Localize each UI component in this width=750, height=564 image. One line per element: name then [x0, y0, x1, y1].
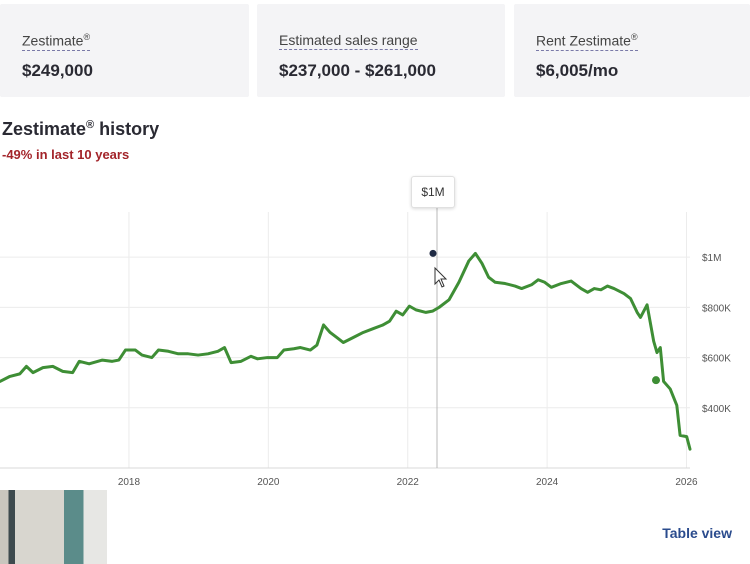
y-tick-label: $600K	[702, 354, 731, 365]
chart-title-text: Zestimate	[2, 119, 87, 139]
x-tick-label: 2022	[397, 477, 420, 488]
zestimate-card: Zestimate® $249,000	[0, 4, 249, 97]
x-tick-label: 2026	[675, 477, 698, 488]
summary-cards: Zestimate® $249,000 Estimated sales rang…	[0, 0, 750, 98]
table-view-link[interactable]: Table view	[662, 525, 732, 541]
chart-title: Zestimate® history	[2, 119, 159, 140]
value-tooltip: $1M	[411, 176, 455, 208]
mouse-cursor-icon	[434, 266, 448, 288]
sales-range-label[interactable]: Estimated sales range	[279, 32, 418, 50]
sales-range-value: $237,000 - $261,000	[279, 61, 436, 80]
chart-title-rest: history	[94, 119, 160, 139]
y-tick-label: $800K	[702, 303, 731, 314]
y-tick-label: $1M	[702, 253, 721, 264]
x-tick-label: 2024	[536, 477, 559, 488]
zestimate-value: $249,000	[22, 61, 93, 80]
sales-range-card: Estimated sales range $237,000 - $261,00…	[257, 4, 505, 97]
chart-title-sup: ®	[86, 119, 95, 131]
rent-zestimate-card: Rent Zestimate® $6,005/mo	[514, 4, 750, 97]
x-tick-label: 2020	[257, 477, 280, 488]
x-tick-label: 2018	[118, 477, 141, 488]
zestimate-label[interactable]: Zestimate®	[22, 32, 91, 51]
zestimate-label-sup: ®	[83, 32, 91, 42]
video-thumbnail[interactable]	[0, 490, 107, 564]
zestimate-history-chart[interactable]: $400K $600K $800K $1M 2018 2020 2022 2024 2026	[0, 0, 750, 500]
rent-zestimate-label-sup: ®	[630, 32, 638, 42]
rent-zestimate-value: $6,005/mo	[536, 61, 619, 80]
rent-zestimate-label[interactable]: Rent Zestimate®	[536, 32, 638, 51]
y-tick-label: $400K	[702, 404, 731, 415]
rent-zestimate-label-text: Rent Zestimate	[536, 32, 631, 49]
zestimate-label-text: Zestimate	[22, 32, 84, 49]
change-summary: -49% in last 10 years	[2, 147, 130, 162]
series-marker	[652, 376, 660, 385]
highlight-point	[429, 249, 437, 257]
series-line	[0, 251, 692, 451]
